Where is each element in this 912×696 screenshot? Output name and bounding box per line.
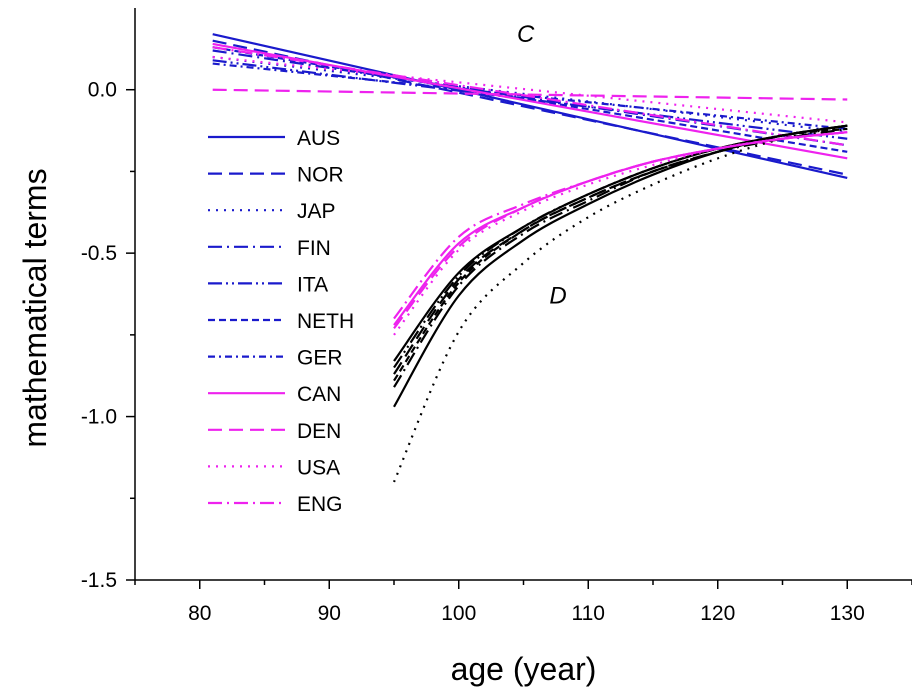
y-tick-label: -1.0 [81, 406, 117, 429]
series-d-curve-7 [393, 127, 848, 382]
y-tick-label: -0.5 [81, 242, 117, 265]
series-d-curve-2 [393, 124, 848, 408]
x-tick-label: 120 [700, 602, 735, 625]
legend-label: USA [297, 456, 340, 479]
legend-label: CAN [297, 383, 341, 406]
legend-label: AUS [297, 127, 340, 150]
annotation-c: C [517, 21, 535, 48]
x-tick-label: 90 [318, 602, 341, 625]
series-d-layer [392, 124, 848, 483]
series-c-layer [212, 33, 848, 180]
legend-label: NETH [297, 310, 354, 333]
annotation-d: D [549, 283, 566, 310]
x-axis-title: age (year) [451, 651, 597, 687]
series-c-eng [212, 46, 848, 147]
legend-label: JAP [297, 200, 336, 223]
legend-label: GER [297, 347, 343, 370]
series-d-curve-5 [392, 124, 848, 483]
series-c-usa [212, 55, 848, 124]
x-tick-label: 80 [188, 602, 211, 625]
y-axis-title: mathematical terms [17, 168, 53, 447]
series-c-fin [212, 49, 848, 147]
x-tick-label: 100 [441, 602, 476, 625]
plot-axes: 80 90 100 110 120 130 -1.5 -1.0 -0.5 0.0 [81, 8, 912, 625]
legend-label: ENG [297, 493, 343, 516]
y-tick-label: 0.0 [88, 79, 117, 102]
legend-label: FIN [297, 237, 331, 260]
x-tick-label: 110 [572, 602, 605, 625]
y-tick-label: -1.5 [81, 569, 117, 592]
series-d-curve-4 [393, 127, 848, 388]
legend-label: NOR [297, 164, 344, 187]
series-c-neth [212, 46, 848, 153]
series-c-aus [212, 33, 848, 180]
series-c-den [212, 88, 848, 101]
x-tick-label: 130 [830, 602, 865, 625]
legend-label: DEN [297, 420, 341, 443]
series-d-curve-11 [393, 131, 848, 330]
legend: AUS NOR JAP FIN ITA NETH GER CAN DEN USA ENG [208, 127, 354, 516]
legend-label: ITA [297, 273, 328, 296]
